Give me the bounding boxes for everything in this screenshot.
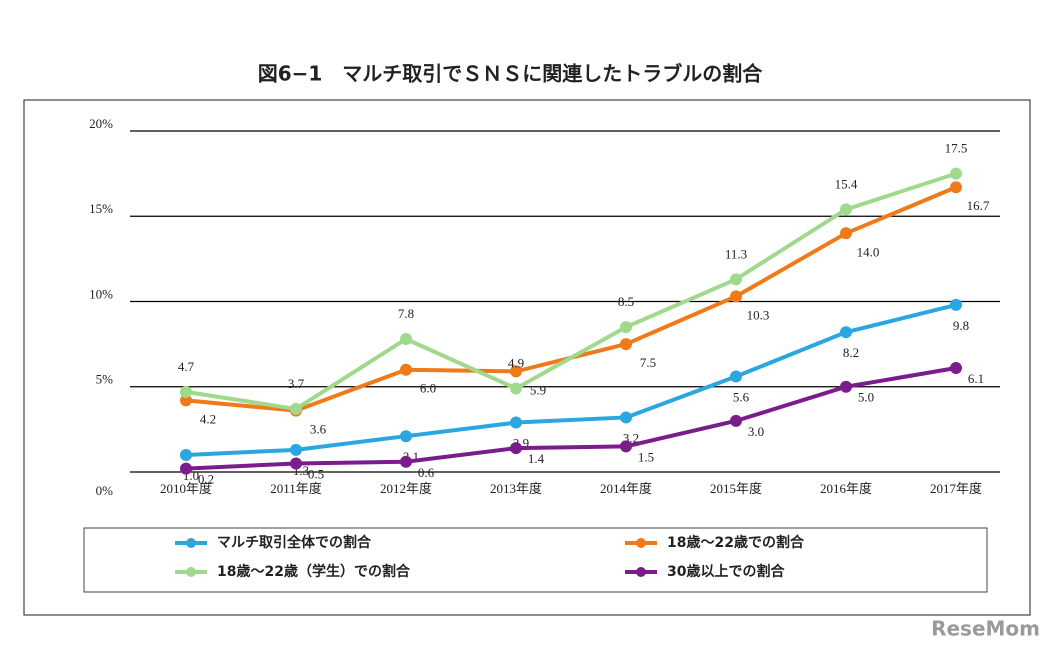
data-point bbox=[400, 455, 412, 468]
data-label: 14.0 bbox=[857, 244, 880, 259]
data-label: 17.5 bbox=[945, 141, 968, 156]
x-tick-label: 2010年度 bbox=[160, 481, 212, 496]
y-tick-label: 10% bbox=[89, 286, 113, 301]
data-point bbox=[730, 273, 742, 286]
data-point bbox=[950, 167, 962, 180]
x-tick-label: 2016年度 bbox=[820, 481, 872, 496]
data-label: 15.4 bbox=[835, 176, 858, 191]
data-label: 9.8 bbox=[953, 318, 969, 333]
data-point bbox=[290, 443, 302, 456]
x-tick-label: 2015年度 bbox=[710, 481, 762, 496]
data-label: 10.3 bbox=[747, 307, 770, 322]
data-point bbox=[180, 394, 192, 407]
legend-marker bbox=[186, 567, 196, 577]
data-point bbox=[510, 442, 522, 455]
data-point bbox=[840, 227, 852, 240]
x-tick-label: 2013年度 bbox=[490, 481, 542, 496]
data-label: 3.7 bbox=[288, 376, 305, 391]
data-point bbox=[510, 365, 522, 378]
data-label: 0.2 bbox=[198, 472, 214, 487]
data-label: 4.9 bbox=[508, 355, 524, 370]
data-label: 4.2 bbox=[200, 411, 216, 426]
y-tick-label: 0% bbox=[96, 483, 114, 498]
y-tick-label: 15% bbox=[89, 201, 113, 216]
data-label: 4.7 bbox=[178, 359, 195, 374]
legend-marker bbox=[636, 538, 646, 548]
data-point bbox=[180, 448, 192, 461]
data-label: 5.0 bbox=[858, 390, 874, 405]
y-tick-label: 20% bbox=[89, 116, 113, 131]
data-point bbox=[620, 440, 632, 453]
data-point bbox=[400, 363, 412, 376]
data-point bbox=[400, 333, 412, 346]
data-label: 7.8 bbox=[398, 306, 414, 321]
data-label: 5.6 bbox=[733, 390, 750, 405]
data-point bbox=[510, 416, 522, 429]
data-label: 1.5 bbox=[638, 449, 654, 464]
data-point bbox=[730, 414, 742, 427]
data-point bbox=[620, 411, 632, 424]
data-point bbox=[620, 338, 632, 351]
x-tick-label: 2014年度 bbox=[600, 481, 652, 496]
legend-marker bbox=[186, 538, 196, 548]
data-point bbox=[620, 321, 632, 334]
chart-title: 図6−1 マルチ取引でＳＮＳに関連したトラブルの割合 bbox=[258, 62, 764, 86]
series-line bbox=[185, 171, 957, 412]
data-point bbox=[840, 380, 852, 393]
frame bbox=[23, 99, 1031, 616]
data-label: 11.3 bbox=[725, 246, 747, 261]
data-point bbox=[290, 457, 302, 470]
y-tick-label: 5% bbox=[96, 372, 114, 387]
data-point bbox=[950, 181, 962, 194]
data-label: 6.0 bbox=[420, 381, 436, 396]
data-point bbox=[290, 402, 302, 415]
legend-label: 18歳～22歳での割合 bbox=[667, 534, 805, 551]
data-label: 0.5 bbox=[308, 466, 324, 481]
legend-box bbox=[83, 527, 988, 593]
data-point bbox=[510, 382, 522, 395]
data-label: 5.9 bbox=[530, 382, 546, 397]
data-point bbox=[730, 290, 742, 303]
data-point bbox=[840, 326, 852, 339]
legend-label: 18歳～22歳（学生）での割合 bbox=[217, 563, 411, 580]
data-point bbox=[730, 370, 742, 383]
data-label: 0.6 bbox=[418, 465, 435, 480]
series-line bbox=[185, 302, 957, 457]
legend-label: 30歳以上での割合 bbox=[667, 563, 785, 580]
data-label: 8.5 bbox=[618, 294, 634, 309]
data-point bbox=[950, 361, 962, 374]
data-label: 6.1 bbox=[968, 371, 984, 386]
data-point bbox=[180, 385, 192, 398]
data-label: 7.5 bbox=[640, 355, 656, 370]
data-label: 3.0 bbox=[748, 424, 764, 439]
series-line bbox=[185, 366, 957, 471]
data-label: 16.7 bbox=[967, 198, 990, 213]
data-label: 8.2 bbox=[843, 345, 859, 360]
x-tick-label: 2011年度 bbox=[270, 481, 322, 496]
data-label: 1.4 bbox=[528, 451, 545, 466]
x-tick-label: 2017年度 bbox=[930, 481, 982, 496]
data-point bbox=[950, 298, 962, 311]
data-point bbox=[840, 203, 852, 216]
legend-label: マルチ取引全体での割合 bbox=[217, 534, 372, 551]
data-point bbox=[400, 430, 412, 443]
legend-marker bbox=[636, 567, 646, 577]
data-label: 3.6 bbox=[310, 422, 327, 437]
data-point bbox=[180, 462, 192, 475]
watermark: ReseMom bbox=[931, 617, 1040, 641]
x-tick-label: 2012年度 bbox=[380, 481, 432, 496]
